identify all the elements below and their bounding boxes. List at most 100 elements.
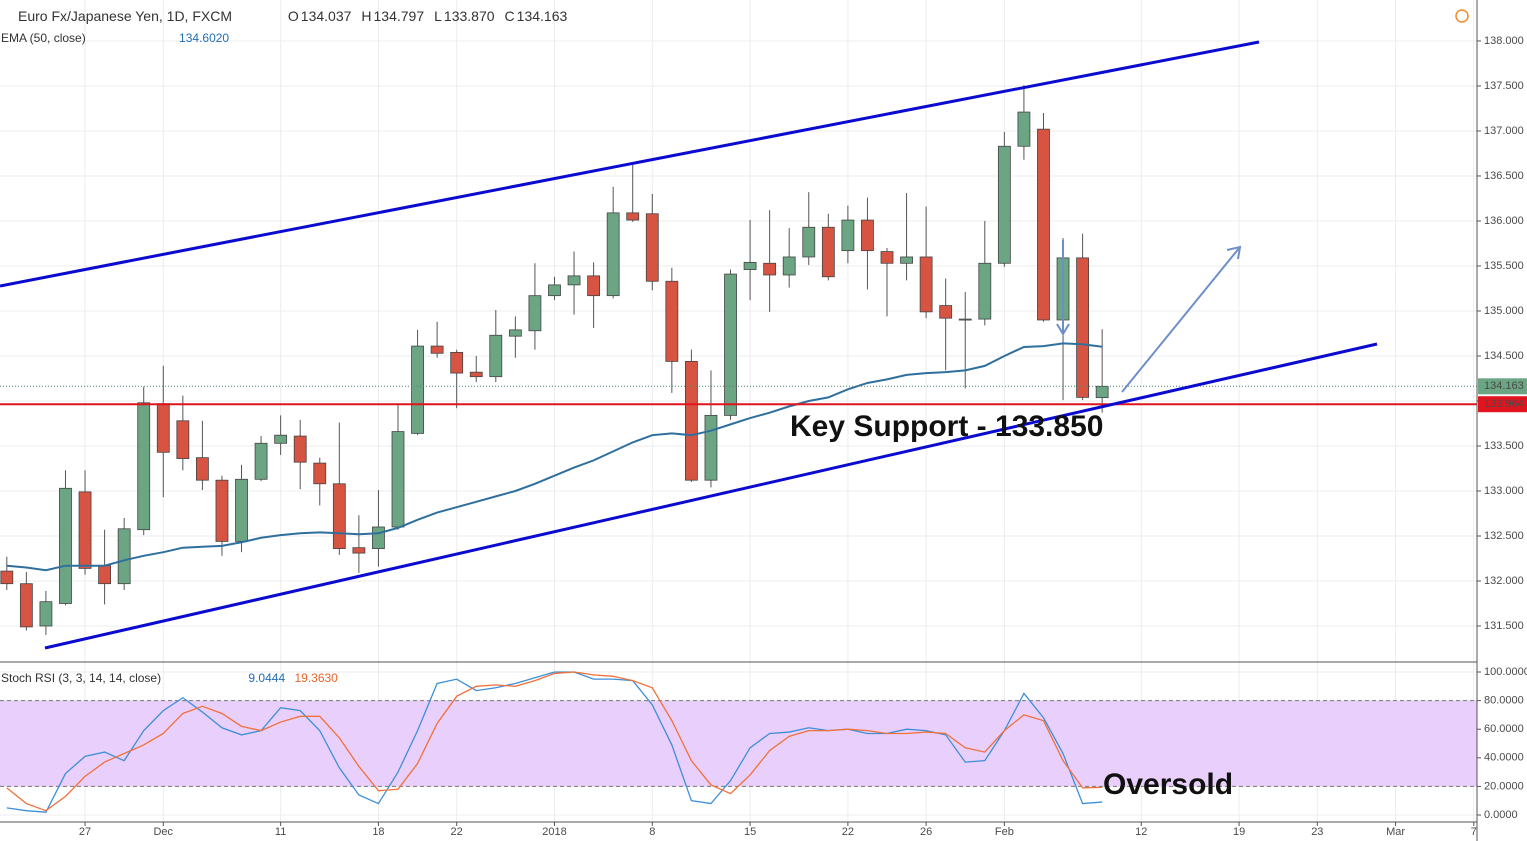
stoch-legend: Stoch RSI (3, 3, 14, 14, close) 9.0444 1… [1,671,338,685]
x-tick-label: 23 [1311,826,1323,838]
x-tick-label: 8 [649,826,655,838]
candle-body [587,275,600,297]
stoch-title: Stoch RSI (3, 3, 14, 14, close) [1,671,162,685]
annotation: Oversold [1103,768,1233,801]
ema-value: 134.6020 [179,31,230,45]
candle-body [98,565,111,585]
candle-body [763,262,777,276]
x-tick-label: 27 [79,826,91,838]
ohlc-value: 134.797 [373,8,425,24]
candle-body [469,371,483,378]
x-tick-label: 11 [275,826,286,838]
candle-body [137,402,151,531]
candle-body [997,145,1011,264]
x-tick-label: 2018 [542,826,566,838]
ohlc-value: 134.037 [300,8,352,24]
candle-body [724,273,737,416]
y-tick-label: 20.0000 [1484,780,1524,792]
candle-body [821,226,835,278]
candle-body [528,295,542,332]
candle-body [919,256,933,313]
candle-body [156,403,170,453]
marks [0,85,1477,813]
alert-icon[interactable] [1455,9,1469,23]
candle-body [0,570,14,585]
y-tick-label: 136.000 [1484,215,1524,227]
candle-body [802,226,816,258]
y-tick-label: 60.0000 [1484,723,1524,735]
y-tick-label: 133.500 [1484,440,1524,452]
y-tick-label: 134.500 [1484,350,1524,362]
candle-body [704,414,718,481]
candle-body [352,547,366,554]
candle-body [508,329,522,337]
candle-body [39,601,53,627]
candle-body [411,345,424,434]
candle-body [626,212,640,221]
candle-body [567,275,581,286]
candle-body [1095,385,1109,399]
bands [0,700,1477,787]
y-tick-label: 0.0000 [1484,809,1518,821]
support-label: 133.964 [1484,398,1524,410]
candle-body [782,256,796,276]
candle-body [215,479,229,542]
x-tick-label: 19 [1233,826,1245,838]
candle-body [841,219,855,252]
arrow-head [1226,245,1242,260]
ohlc-value: 134.163 [516,8,568,24]
candle-body [665,280,679,362]
candle-body [1037,128,1050,321]
support-box [1478,396,1527,413]
candle-body [195,457,209,481]
candle-body [332,483,346,549]
candle-body [548,284,561,297]
x-tick-label: 22 [451,826,463,838]
band-fill [0,700,1477,787]
ema-line [6,342,1103,572]
x-tick-label: Mar [1386,826,1405,838]
symbol-title: Euro Fx/Japanese Yen, 1D, FXCM [18,8,232,24]
candle-body [1076,257,1089,398]
x-tick-label: 12 [1135,826,1147,838]
ohlc-key: L [434,8,442,24]
candle-body [978,262,992,320]
stoch-line [6,671,1103,812]
x-tick-label: 18 [372,826,384,838]
ohlc-value: 133.870 [443,8,495,24]
stoch-line [6,671,1103,813]
candle-body [274,434,288,444]
candle-body [391,431,405,528]
candle-body [235,478,248,542]
candle-body [254,442,268,480]
candle-body [293,435,307,463]
x-tick-label: 7 [1471,826,1477,838]
candle-body [743,261,757,270]
candle-body [939,305,953,319]
y-tick-label: 137.500 [1484,80,1524,92]
y-tick-label: 135.500 [1484,260,1524,272]
y-tick-label: 137.000 [1484,125,1524,137]
y-tick-label: 40.0000 [1484,752,1524,764]
candle-body [606,212,620,297]
y-tick-label: 135.000 [1484,305,1524,317]
y-tick-label: 132.000 [1484,575,1524,587]
trend-line [0,40,1260,288]
axes: 131.500132.000132.500133.000133.500134.0… [79,35,1527,838]
y-tick-label: 132.500 [1484,530,1524,542]
candle-body [19,583,33,628]
candle-body [645,213,659,282]
candle-body [450,351,464,374]
x-tick-label: Dec [153,826,173,838]
candle-body [176,420,190,459]
header: Euro Fx/Japanese Yen, 1D, FXCM O 134.037 H… [18,8,579,24]
y-tick-label: 131.500 [1484,620,1524,632]
candle-body [117,528,131,585]
candle-body [372,526,385,549]
y-tick-label: 100.0000 [1484,666,1527,678]
candle-body [313,462,327,485]
candle-body [78,491,92,569]
candle-body [1017,111,1031,147]
candle-body [880,251,894,264]
